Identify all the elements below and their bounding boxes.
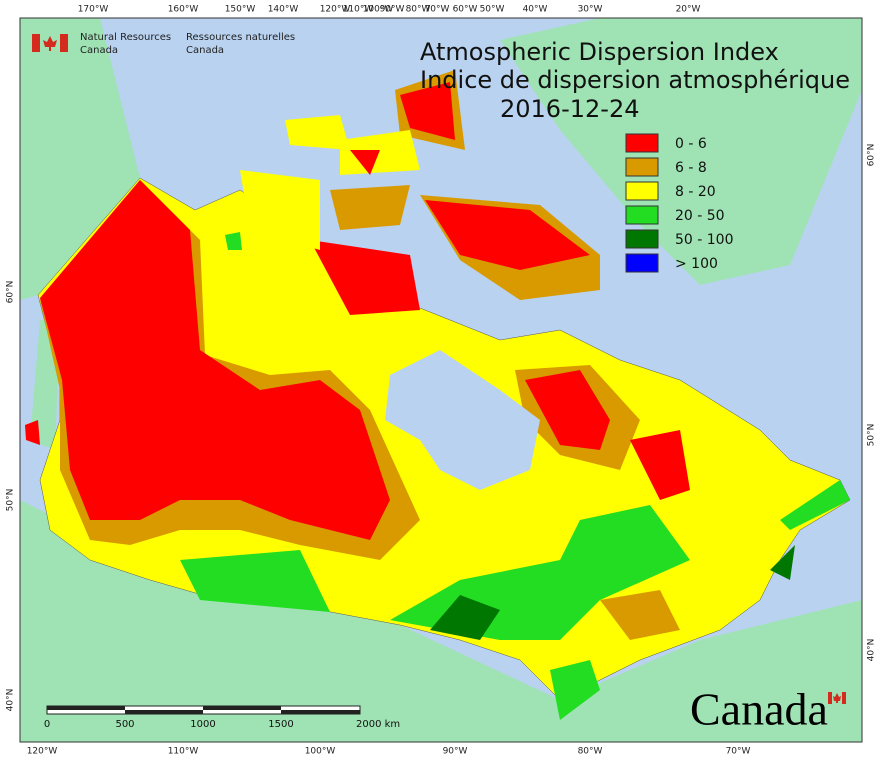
lon-label: 70°W: [726, 747, 751, 757]
lon-label: 100°W: [305, 747, 336, 757]
lon-label: 40°W: [523, 5, 548, 15]
lon-label: 70°W: [425, 5, 450, 15]
lon-label: 80°W: [578, 747, 603, 757]
lon-label: 110°W: [168, 747, 199, 757]
legend-swatch: [625, 133, 659, 153]
frame: [19, 17, 863, 743]
scale-bar: [46, 705, 361, 715]
title: Atmospheric Dispersion Index: [420, 38, 779, 66]
lon-label: 20°W: [676, 5, 701, 15]
lon-label: 100°W: [363, 5, 394, 15]
legend-label: 0 - 6: [675, 136, 707, 152]
legend: 0 - 6 6 - 8 8 - 20 20 - 50 50 - 100 > 100: [625, 133, 734, 273]
nrcan-logo: Natural Resources Canada Ressources natu…: [32, 32, 295, 56]
legend-swatch: [625, 205, 659, 225]
legend-label: 50 - 100: [675, 232, 734, 248]
legend-label: 8 - 20: [675, 184, 716, 200]
legend-label: 6 - 8: [675, 160, 707, 176]
lon-label: 140°W: [268, 5, 299, 15]
lon-label: 170°W: [78, 5, 109, 15]
lon-label: 120°W: [27, 747, 58, 757]
legend-swatch: [625, 157, 659, 177]
scale-label: 0: [44, 719, 50, 730]
scale-label: 1000: [190, 719, 215, 730]
lon-label: 90°W: [380, 5, 405, 15]
lat-label: 40°N: [867, 639, 877, 662]
wordmark: Canada: [690, 684, 846, 735]
lon-label: 150°W: [225, 5, 256, 15]
wordmark-text: Canada: [690, 684, 828, 735]
lon-label: 80°W: [406, 5, 431, 15]
legend-swatch: [625, 181, 659, 201]
dispersion-zones: [25, 70, 851, 720]
agency-fr: Canada: [186, 45, 224, 56]
lon-label: 60°W: [453, 5, 478, 15]
agency-en: Natural Resources: [80, 32, 171, 43]
scale-label: 1500: [268, 719, 293, 730]
lon-label: 110°W: [343, 5, 374, 15]
lon-label: 50°W: [480, 5, 505, 15]
lat-label: 40°N: [6, 689, 16, 712]
lat-label: 50°N: [867, 424, 877, 447]
lat-label: 50°N: [6, 489, 16, 512]
lat-label: 60°N: [867, 144, 877, 167]
scale-label: 500: [115, 719, 134, 730]
lon-label: 120°W: [320, 5, 351, 15]
lon-label: 30°W: [578, 5, 603, 15]
scale-label: 2000 km: [356, 719, 400, 730]
lat-label: 60°N: [6, 281, 16, 304]
legend-label: 20 - 50: [675, 208, 725, 224]
legend-swatch: [625, 229, 659, 249]
date: 2016-12-24: [500, 95, 639, 123]
agency-en: Canada: [80, 45, 118, 56]
lon-label: 160°W: [168, 5, 199, 15]
agency-fr: Ressources naturelles: [186, 32, 295, 43]
title: Indice de dispersion atmosphérique: [420, 66, 850, 94]
legend-swatch: [625, 253, 659, 273]
lon-label: 90°W: [443, 747, 468, 757]
legend-label: > 100: [675, 256, 718, 272]
